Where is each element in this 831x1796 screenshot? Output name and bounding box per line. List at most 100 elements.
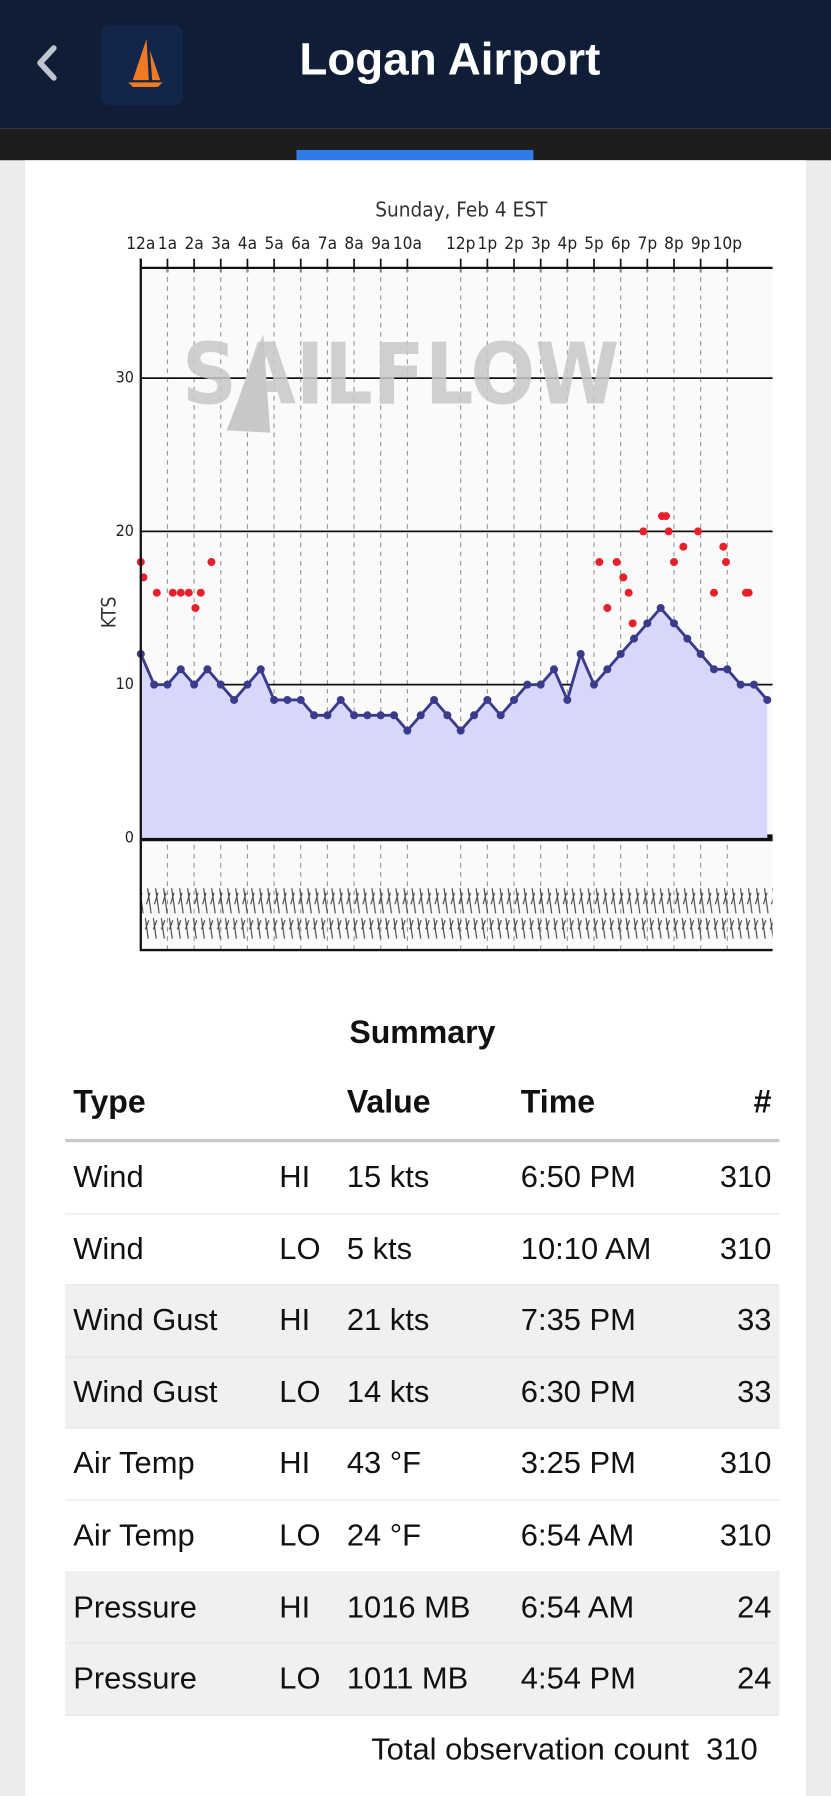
gust-point <box>661 512 670 521</box>
total-value: 310 <box>706 1731 758 1767</box>
table-cell: 3:25 PM <box>520 1446 636 1481</box>
x-tick-label: 2a <box>184 234 203 254</box>
table-cell: Wind Gust <box>73 1374 218 1409</box>
wind-point <box>603 665 612 674</box>
wind-point <box>510 695 519 704</box>
gust-point <box>744 588 753 597</box>
table-row <box>65 1572 780 1644</box>
wind-point <box>736 680 745 689</box>
table-cell: 310 <box>719 1231 772 1266</box>
x-tick-label: 7p <box>638 234 658 254</box>
gust-point <box>624 588 633 597</box>
wind-point <box>376 711 385 720</box>
header-rule <box>65 1138 780 1143</box>
wind-point <box>323 711 332 720</box>
table-cell: Wind <box>73 1159 144 1194</box>
wind-point <box>536 680 545 689</box>
x-tick-label: 8a <box>344 234 363 254</box>
y-tick-label: 0 <box>125 827 134 846</box>
x-tick-label: 8p <box>664 234 684 254</box>
column-header: Value <box>346 1083 431 1120</box>
table-cell: Wind Gust <box>73 1302 218 1338</box>
gust-point <box>196 588 205 597</box>
table-cell: LO <box>279 1374 321 1409</box>
table-cell: 6:54 AM <box>520 1517 635 1553</box>
wind-point <box>656 604 665 613</box>
gust-point <box>679 542 688 551</box>
table-row <box>65 1142 780 1214</box>
wind-point <box>470 711 479 720</box>
table-cell: Wind <box>73 1231 144 1266</box>
table-cell: 14 kts <box>346 1374 430 1409</box>
wind-point <box>256 665 265 674</box>
chart-title: Sunday, Feb 4 EST <box>375 198 548 222</box>
table-cell: 33 <box>737 1302 772 1338</box>
active-tab-indicator <box>296 149 534 161</box>
wind-point <box>683 634 692 643</box>
table-cell: LO <box>279 1661 321 1696</box>
hull-icon <box>128 82 163 87</box>
table-cell: 1016 MB <box>346 1589 471 1624</box>
wind-point <box>203 665 212 674</box>
table-cell: 5 kts <box>346 1231 413 1266</box>
gust-point <box>719 542 728 551</box>
wind-point <box>443 711 452 720</box>
column-header: # <box>753 1083 772 1120</box>
table-cell: 43 °F <box>346 1446 422 1481</box>
tab-bar <box>0 128 831 161</box>
x-tick-label: 4p <box>558 234 578 254</box>
total-label: Total observation count <box>371 1731 690 1767</box>
header-icons <box>37 25 184 106</box>
wind-point <box>416 711 425 720</box>
wind-point <box>176 665 185 674</box>
gust-point <box>693 527 702 536</box>
gust-point <box>669 558 678 567</box>
wind-point <box>216 680 225 689</box>
table-cell: 7:35 PM <box>520 1302 636 1338</box>
wind-point <box>283 695 292 704</box>
wind-point <box>150 680 159 689</box>
table-cell: 24 <box>737 1589 772 1624</box>
table-row <box>65 1500 780 1573</box>
page-title: Logan Airport <box>299 34 601 85</box>
app-header: Logan Airport <box>0 0 831 129</box>
summary-title: Summary <box>349 1014 496 1050</box>
wind-point <box>270 695 279 704</box>
table-cell: 6:54 AM <box>520 1589 635 1624</box>
x-tick-label: 7a <box>318 234 337 254</box>
gust-point <box>628 619 637 628</box>
x-tick-label: 10a <box>393 234 422 254</box>
y-tick-label: 10 <box>116 674 134 693</box>
wind-point <box>243 680 252 689</box>
table-cell: 24 <box>737 1661 772 1696</box>
table-cell: 6:30 PM <box>520 1374 636 1409</box>
x-tick-label: 6a <box>291 234 310 254</box>
table-cell: HI <box>279 1446 311 1481</box>
y-tick-label: 20 <box>116 521 134 540</box>
x-tick-label: 9a <box>371 234 390 254</box>
gust-point <box>709 588 718 597</box>
gust-point <box>664 527 673 536</box>
wind-point <box>363 711 372 720</box>
back-button[interactable] <box>37 45 57 81</box>
table-cell: Pressure <box>73 1661 197 1696</box>
gust-point <box>721 558 730 567</box>
x-tick-label: 12a <box>126 234 155 254</box>
wind-point <box>616 649 625 658</box>
table-cell: Air Temp <box>73 1517 195 1553</box>
x-tick-label: 3a <box>211 234 230 254</box>
watermark-sail <box>226 334 271 433</box>
wind-point <box>390 711 399 720</box>
x-tick-label: 6p <box>611 234 631 254</box>
gust-point <box>191 604 200 613</box>
table-cell: 33 <box>737 1374 772 1409</box>
wind-point <box>230 695 239 704</box>
wind-point <box>296 695 305 704</box>
table-cell: LO <box>279 1517 321 1553</box>
x-tick-label: 4a <box>238 234 257 254</box>
wind-point <box>709 665 718 674</box>
y-tick-label: 30 <box>116 368 134 387</box>
table-cell: 10:10 AM <box>520 1231 652 1266</box>
table-cell: Pressure <box>73 1589 197 1624</box>
wind-point <box>403 726 412 735</box>
